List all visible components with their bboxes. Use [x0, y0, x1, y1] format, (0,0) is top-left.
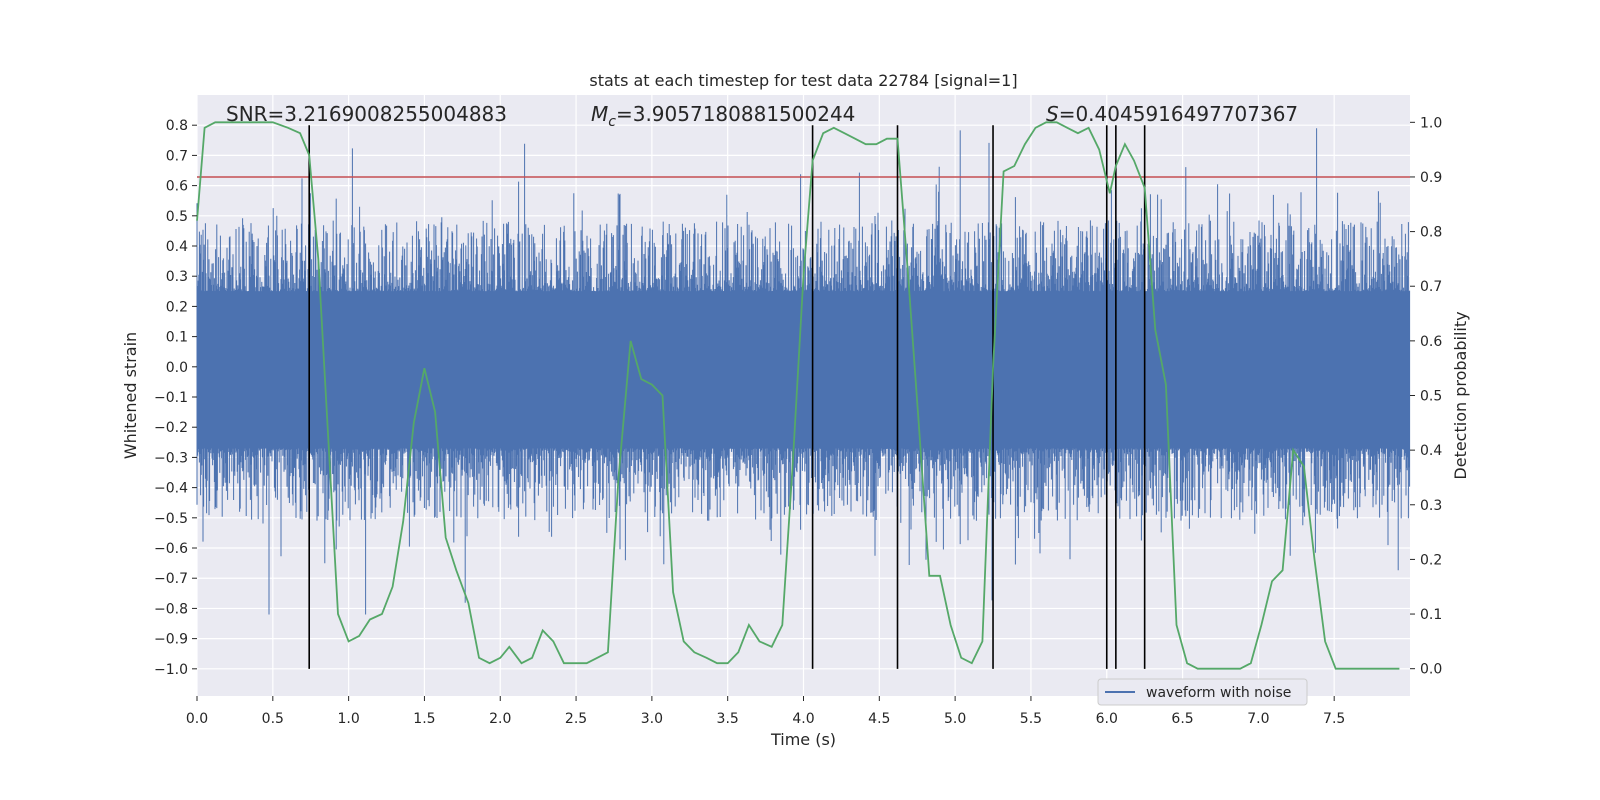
waveform-trace	[196, 128, 1411, 615]
y-tick-label: 0.4	[166, 239, 188, 255]
y-tick-label: −0.7	[154, 571, 188, 587]
x-tick-label: 7.0	[1247, 711, 1269, 727]
detection-probability-line	[196, 121, 1400, 670]
y2-axis-ticks: 1.0 0.9 0.8 0.7 0.6 0.5 0.4 0.3 0.2 0.1 0.0	[1410, 115, 1442, 678]
s-symbol: S	[1046, 102, 1059, 126]
y2-tick-label: 0.2	[1420, 552, 1442, 568]
y2-tick-label: 0.4	[1420, 443, 1442, 459]
mc-subscript: c	[608, 114, 616, 130]
snr-annotation: SNR=3.2169008255004883	[226, 102, 507, 126]
x-tick-label: 5.0	[944, 711, 966, 727]
y2-tick-label: 0.5	[1420, 389, 1442, 405]
y-axis-ticks: 0.8 0.7 0.6 0.5 0.4 0.3 0.2 0.1 0.0 −0.1 −0.2 −0.3 −…	[154, 118, 197, 678]
x-axis-label: Time (s)	[770, 730, 836, 749]
x-tick-label: 2.5	[565, 711, 587, 727]
y-tick-label: −0.8	[154, 601, 188, 617]
y2-tick-label: 0.3	[1420, 498, 1442, 514]
probability-layer	[196, 121, 1400, 670]
y2-tick-label: 0.9	[1420, 170, 1442, 186]
y2-tick-label: 0.1	[1420, 607, 1442, 623]
mc-symbol: M	[591, 102, 608, 126]
x-tick-label: 6.5	[1171, 711, 1193, 727]
y-tick-label: 0.5	[166, 209, 188, 225]
x-tick-label: 2.0	[489, 711, 511, 727]
y-tick-label: −0.5	[154, 511, 188, 527]
y-tick-label: 0.3	[166, 269, 188, 285]
y-tick-label: 0.7	[166, 148, 188, 164]
y-tick-label: −0.6	[154, 541, 188, 557]
x-tick-label: 7.5	[1323, 711, 1345, 727]
y-tick-label: 0.1	[166, 330, 188, 346]
waveform-series	[196, 128, 1411, 615]
y-tick-label: 0.6	[166, 179, 188, 195]
y-tick-label: −1.0	[154, 662, 188, 678]
y2-axis-label: Detection probability	[1451, 311, 1470, 479]
y-tick-label: 0.2	[166, 299, 188, 315]
x-tick-label: 0.0	[186, 711, 208, 727]
y-tick-label: 0.0	[166, 360, 188, 376]
y-tick-label: 0.8	[166, 118, 188, 134]
y-axis-label: Whitened strain	[121, 332, 140, 459]
s-annotation: S=0.4045916497707367	[1046, 102, 1298, 126]
x-tick-label: 3.5	[717, 711, 739, 727]
x-tick-label: 5.5	[1020, 711, 1042, 727]
x-axis-ticks: 0.0 0.5 1.0 1.5 2.0 2.5 3.0 3.5 4.0 4.5 5.0 5.5 6.0 6…	[186, 696, 1345, 727]
legend: waveform with noise	[1097, 678, 1308, 706]
chart-title: stats at each timestep for test data 227…	[589, 71, 1017, 90]
x-tick-label: 4.5	[868, 711, 890, 727]
x-tick-label: 1.0	[337, 711, 359, 727]
x-tick-label: 1.5	[413, 711, 435, 727]
y-tick-label: −0.1	[154, 390, 188, 406]
event-markers	[308, 125, 1146, 669]
x-tick-label: 4.0	[792, 711, 814, 727]
x-tick-label: 3.0	[641, 711, 663, 727]
y2-tick-label: 1.0	[1420, 115, 1442, 131]
y2-tick-label: 0.0	[1420, 662, 1442, 678]
y2-tick-label: 0.7	[1420, 279, 1442, 295]
legend-label-waveform: waveform with noise	[1146, 685, 1291, 701]
y2-tick-label: 0.8	[1420, 225, 1442, 241]
legend-box	[1097, 678, 1308, 706]
y-tick-label: −0.2	[154, 420, 188, 436]
y2-tick-label: 0.6	[1420, 334, 1442, 350]
x-tick-label: 0.5	[262, 711, 284, 727]
s-value: =0.4045916497707367	[1059, 102, 1298, 126]
y-tick-label: −0.3	[154, 450, 188, 466]
x-tick-label: 6.0	[1096, 711, 1118, 727]
y-tick-label: −0.9	[154, 632, 188, 648]
y-tick-label: −0.4	[154, 481, 188, 497]
mc-value: =3.9057180881500244	[616, 102, 855, 126]
chirp-mass-annotation: Mc=3.9057180881500244	[591, 102, 855, 130]
